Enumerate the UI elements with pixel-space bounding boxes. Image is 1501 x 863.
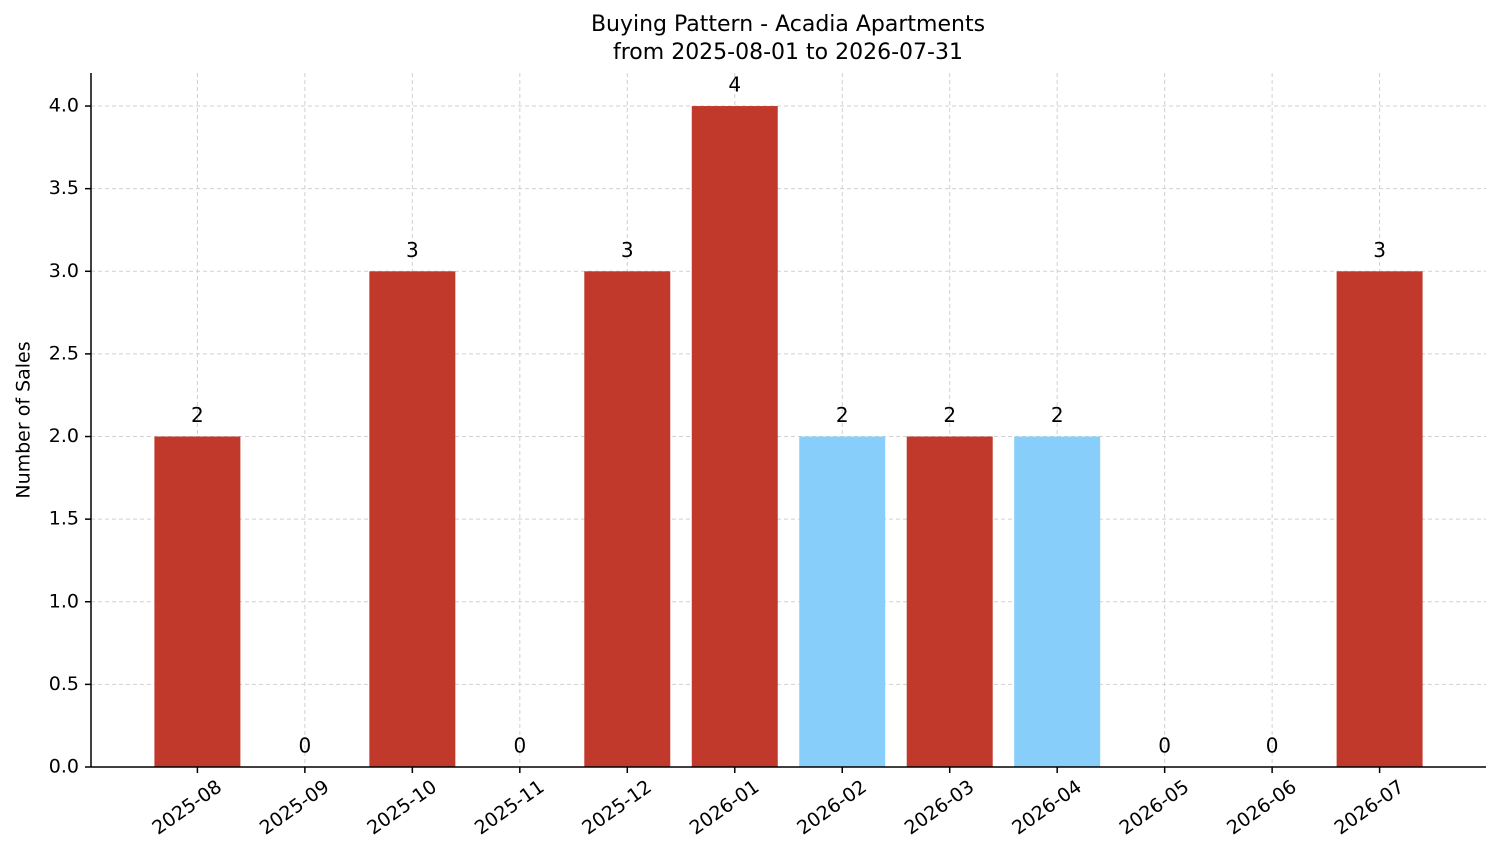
data-label: 0 bbox=[1158, 734, 1171, 758]
data-label: 0 bbox=[1266, 734, 1279, 758]
data-label: 0 bbox=[513, 734, 526, 758]
x-tick-label: 2025-09 bbox=[256, 776, 334, 840]
x-tick-label: 2026-07 bbox=[1330, 776, 1408, 840]
bar bbox=[691, 106, 778, 768]
bar bbox=[154, 436, 241, 767]
y-tick-label: 4.0 bbox=[49, 95, 79, 117]
x-tick-label: 2026-01 bbox=[686, 776, 764, 840]
data-label: 2 bbox=[836, 403, 849, 427]
x-tick-label: 2026-05 bbox=[1116, 776, 1194, 840]
bar bbox=[369, 271, 456, 767]
x-tick-label: 2026-02 bbox=[793, 776, 871, 840]
bar bbox=[799, 436, 886, 767]
y-tick-label: 0.0 bbox=[49, 756, 79, 778]
data-label: 3 bbox=[621, 238, 634, 262]
y-tick-label: 2.5 bbox=[49, 342, 79, 364]
y-axis-label: Number of Sales bbox=[13, 341, 35, 498]
data-label: 3 bbox=[1373, 238, 1386, 262]
y-tick-label: 2.0 bbox=[49, 425, 79, 447]
bar bbox=[906, 436, 993, 767]
x-tick-label: 2026-04 bbox=[1008, 776, 1086, 840]
bar bbox=[584, 271, 671, 767]
y-tick-label: 1.0 bbox=[49, 590, 79, 612]
data-label: 2 bbox=[1051, 403, 1064, 427]
data-label: 2 bbox=[191, 403, 204, 427]
x-tick-label: 2025-11 bbox=[471, 776, 549, 840]
bar bbox=[1014, 436, 1101, 767]
x-tick-label: 2026-03 bbox=[901, 776, 979, 840]
chart-title: Buying Pattern - Acadia Apartments bbox=[591, 12, 985, 37]
y-tick-label: 3.0 bbox=[49, 260, 79, 282]
chart-subtitle: from 2025-08-01 to 2026-07-31 bbox=[613, 40, 963, 65]
x-tick-label: 2025-10 bbox=[363, 776, 441, 840]
y-tick-label: 3.5 bbox=[49, 177, 79, 199]
y-tick-label: 1.5 bbox=[49, 508, 79, 530]
data-label: 2 bbox=[943, 403, 956, 427]
y-tick-label: 0.5 bbox=[49, 673, 79, 695]
x-tick-label: 2025-12 bbox=[578, 776, 656, 840]
data-label: 3 bbox=[406, 238, 419, 262]
x-tick-label: 2026-06 bbox=[1223, 776, 1301, 840]
bar bbox=[1336, 271, 1423, 767]
data-label: 0 bbox=[299, 734, 312, 758]
x-tick-label: 2025-08 bbox=[148, 776, 226, 840]
data-label: 4 bbox=[728, 73, 741, 97]
